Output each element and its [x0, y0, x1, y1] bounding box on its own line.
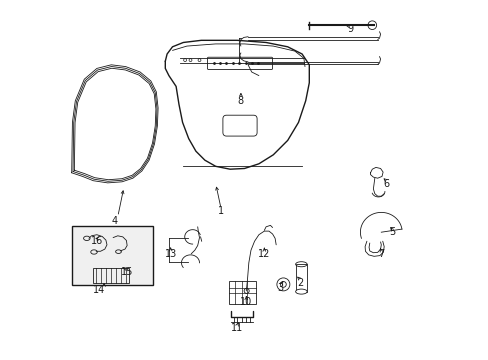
Text: 7: 7 [377, 249, 384, 259]
Text: 6: 6 [383, 179, 389, 189]
Bar [295, 264, 306, 292]
Text: 3: 3 [277, 283, 283, 293]
Text: 9: 9 [347, 24, 353, 34]
Bar [229, 281, 256, 304]
Bar [72, 226, 153, 285]
Text: 12: 12 [258, 249, 270, 259]
Text: 11: 11 [231, 323, 243, 333]
Text: 16: 16 [91, 236, 103, 246]
Text: 14: 14 [92, 285, 104, 295]
Text: 1: 1 [218, 206, 224, 216]
Text: 2: 2 [297, 278, 303, 288]
Text: 10: 10 [240, 297, 252, 307]
Text: 15: 15 [121, 267, 133, 277]
Text: 4: 4 [112, 216, 118, 226]
Ellipse shape [295, 289, 306, 294]
Text: 5: 5 [388, 227, 394, 237]
Text: 13: 13 [164, 249, 177, 259]
Text: 8: 8 [237, 96, 244, 106]
Bar [93, 268, 129, 283]
